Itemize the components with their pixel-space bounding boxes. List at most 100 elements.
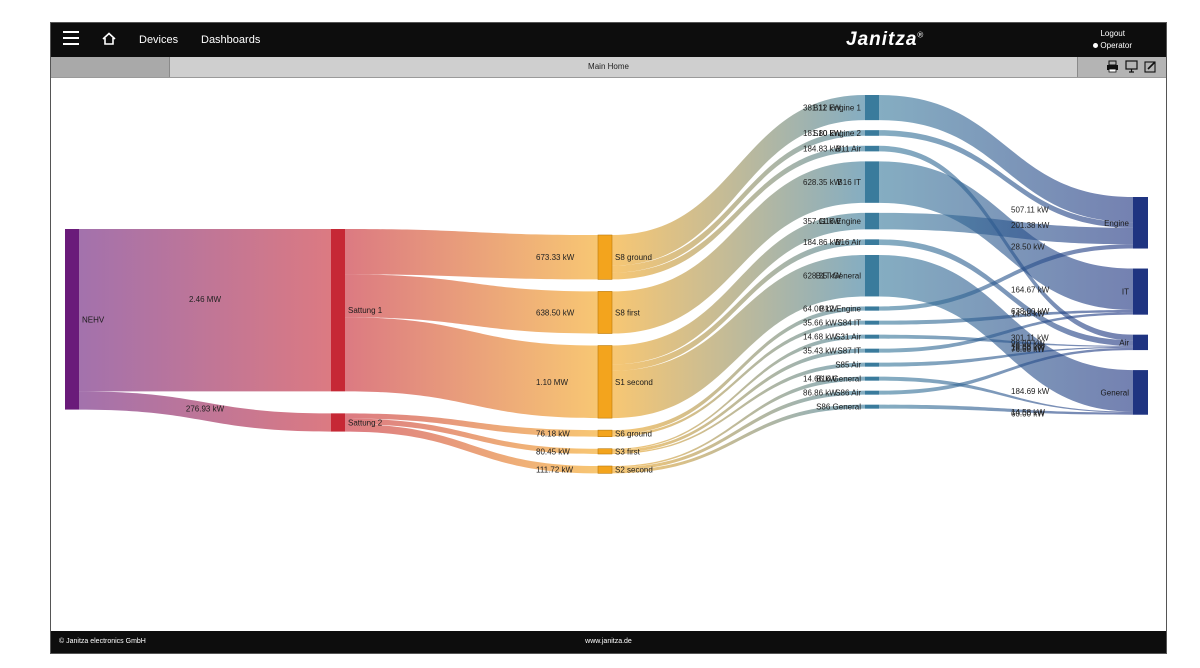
nav-dashboards-link[interactable]: Dashboards (201, 34, 261, 46)
sankey-node-gen[interactable] (1133, 370, 1148, 415)
sankey-node-a2[interactable] (865, 239, 879, 245)
sankey-node-f2[interactable] (597, 448, 613, 455)
flow-link-s1-g[interactable] (345, 229, 598, 280)
flow-link-f2-it3[interactable] (612, 348, 865, 453)
sankey-node-gen2[interactable] (865, 376, 879, 381)
sankey-node-sc[interactable] (597, 345, 613, 419)
sankey-node-it1[interactable] (865, 161, 879, 203)
sankey-node-label: B16 IT (837, 178, 861, 187)
sankey-node-gen1[interactable] (865, 254, 879, 297)
flow-link-f2-a4[interactable] (612, 362, 865, 455)
flow-link-sc2-a5[interactable] (612, 390, 865, 471)
sankey-node-a1[interactable] (865, 145, 879, 152)
sankey-node-label: S86 General (816, 403, 861, 412)
flow-link-a3-air[interactable] (879, 334, 1133, 347)
sankey-node-eb[interactable] (865, 212, 879, 230)
footer-bar: © Janitza electronics GmbH www.janitza.d… (51, 631, 1166, 653)
print-icon[interactable] (1106, 60, 1119, 73)
flow-link-it3-it[interactable] (879, 312, 1133, 353)
sankey-node-label: Sattung 1 (348, 306, 383, 315)
sankey-node-gen3[interactable] (865, 404, 879, 409)
footer-website-link[interactable]: www.janitza.de (585, 638, 632, 645)
flow-link-sc-a2[interactable] (612, 239, 865, 371)
flow-link-it2-it[interactable] (879, 309, 1133, 325)
sankey-node-s2[interactable] (331, 413, 345, 432)
sankey-node-g2[interactable] (597, 429, 613, 437)
edit-icon[interactable] (1144, 60, 1157, 73)
flow-link-g2-e3[interactable] (612, 306, 865, 435)
flow-link-e1-eng[interactable] (879, 95, 1133, 223)
sankey-node-nehv[interactable] (65, 229, 79, 410)
flow-link-s2-sc2[interactable] (345, 423, 598, 474)
flow-value-label: 14.48 kW (1011, 309, 1045, 318)
flow-link-f-it1[interactable] (612, 161, 865, 334)
flow-value-label: 381.11 kW (803, 104, 841, 113)
sankey-node-label: S31 Air (835, 333, 861, 342)
sankey-node-label: IT (1122, 288, 1129, 297)
flow-link-sc2-gen2[interactable] (612, 376, 865, 468)
flow-value-label: 98.00 kW (1011, 339, 1045, 348)
flow-link-a4-air[interactable] (879, 346, 1133, 367)
flow-value-label: 673.33 kW (536, 253, 575, 262)
flow-value-label: 86.86 kW (803, 389, 837, 398)
flow-value-label: 14.58 kW (1011, 408, 1045, 417)
flow-link-sc2-gen3[interactable] (612, 404, 865, 474)
app-frame: Devices Dashboards Janitza® Logout Opera… (50, 22, 1167, 654)
sankey-node-label: G16 Engine (819, 217, 862, 226)
sub-header-bar: Main Home (51, 57, 1166, 78)
flow-link-s2-f2[interactable] (345, 418, 598, 455)
sankey-node-label: S85 Air (835, 361, 861, 370)
flow-link-nehv-s2[interactable] (79, 391, 331, 432)
flow-link-e2-eng[interactable] (879, 130, 1133, 228)
sub-header-left-panel (51, 57, 170, 77)
flow-value-label: 14.66 kW (803, 375, 837, 384)
sankey-node-e3[interactable] (865, 306, 879, 311)
sankey-node-label: General (1101, 388, 1130, 397)
sankey-node-a4[interactable] (865, 362, 879, 367)
sankey-node-it[interactable] (1133, 268, 1148, 315)
flow-link-s2-g2[interactable] (345, 413, 598, 437)
flow-link-sc-eb[interactable] (612, 212, 865, 365)
sankey-node-label: NEHV (82, 315, 105, 324)
flow-link-g-e2[interactable] (612, 130, 865, 273)
sankey-node-a5[interactable] (865, 390, 879, 395)
nav-devices-link[interactable]: Devices (139, 34, 179, 46)
sankey-node-e2[interactable] (865, 130, 879, 136)
sankey-node-it2[interactable] (865, 320, 879, 325)
menu-icon[interactable] (63, 31, 79, 45)
sankey-node-eng[interactable] (1133, 197, 1148, 249)
flow-link-a5-air[interactable] (879, 347, 1133, 395)
sankey-node-s1[interactable] (331, 229, 345, 392)
sankey-node-label: S2 second (615, 466, 653, 475)
sankey-node-sc2[interactable] (597, 465, 613, 474)
flow-link-a2-air[interactable] (879, 239, 1133, 346)
flow-link-sc-gen1[interactable] (612, 254, 865, 419)
flow-link-gen2-gen[interactable] (879, 376, 1133, 413)
flow-link-g-a1[interactable] (612, 145, 865, 280)
sankey-node-air[interactable] (1133, 334, 1148, 351)
sankey-node-label: B1T General (816, 272, 861, 281)
flow-value-label: 301.11 kW (1011, 333, 1049, 342)
flow-link-g-e1[interactable] (612, 95, 865, 266)
monitor-icon[interactable] (1125, 60, 1138, 73)
home-icon[interactable] (101, 31, 117, 47)
user-menu[interactable]: Logout Operator (1093, 28, 1132, 52)
sankey-node-f[interactable] (597, 291, 613, 334)
logout-link[interactable]: Logout (1100, 29, 1125, 38)
sankey-node-label: Sattung 2 (348, 418, 383, 427)
sankey-node-a3[interactable] (865, 334, 879, 339)
flow-link-f2-a3[interactable] (612, 334, 865, 450)
flow-link-nehv-s1[interactable] (79, 229, 331, 392)
user-name: Operator (1093, 40, 1132, 52)
flow-link-s1-f[interactable] (345, 274, 598, 334)
flow-link-e3-eng[interactable] (879, 244, 1133, 311)
flow-link-g2-it2[interactable] (612, 320, 865, 437)
sankey-node-label: S87 IT (837, 347, 861, 356)
flow-link-s1-sc[interactable] (345, 317, 598, 419)
flow-link-eb-eng[interactable] (879, 212, 1133, 245)
sankey-node-g[interactable] (597, 234, 613, 280)
sankey-node-e1[interactable] (865, 95, 879, 121)
flow-value-label: 184.83 kW (803, 145, 842, 154)
flow-link-gen3-gen[interactable] (879, 404, 1133, 415)
sankey-node-it3[interactable] (865, 348, 879, 353)
